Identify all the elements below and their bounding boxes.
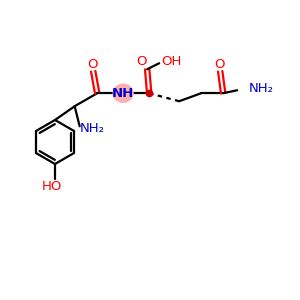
Text: NH: NH — [112, 87, 134, 100]
Text: OH: OH — [161, 55, 182, 68]
Text: O: O — [87, 58, 98, 71]
Text: NH₂: NH₂ — [249, 82, 274, 95]
Text: HO: HO — [42, 179, 62, 193]
Text: O: O — [214, 58, 224, 71]
Text: O: O — [136, 55, 146, 68]
Ellipse shape — [113, 84, 133, 102]
Text: NH₂: NH₂ — [80, 122, 105, 135]
